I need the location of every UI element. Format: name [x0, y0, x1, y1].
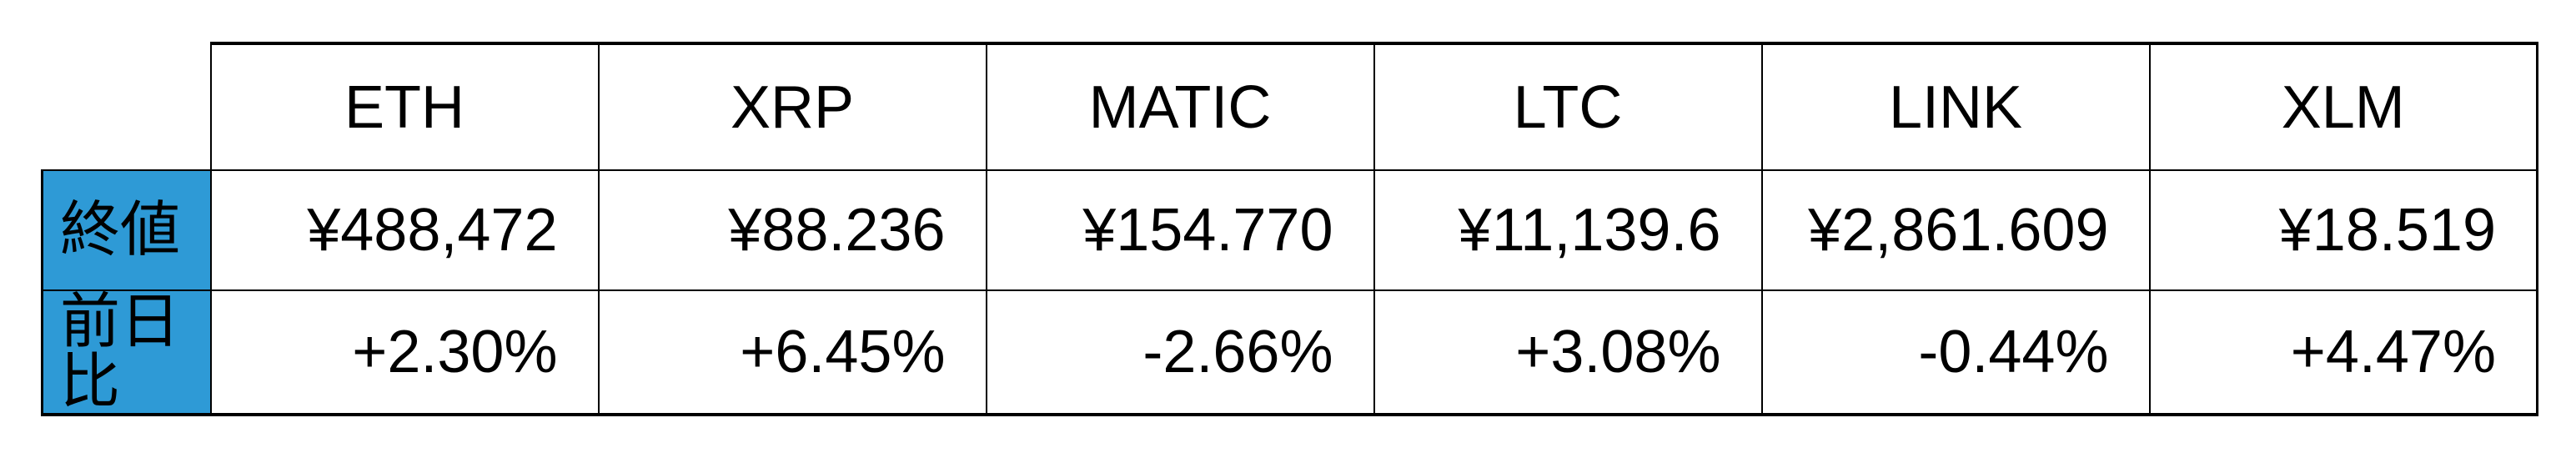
crypto-price-table: ETH XRP MATIC LTC LINK XLM 終値 ¥488,472 ¥…: [41, 42, 2538, 416]
column-header-xrp: XRP: [597, 42, 987, 171]
column-header-eth: ETH: [209, 42, 600, 171]
cell-change-xlm: +4.47%: [2148, 289, 2538, 416]
cell-closing-ltc: ¥11,139.6: [1373, 169, 1763, 291]
cell-change-link: -0.44%: [1760, 289, 2151, 416]
cell-closing-eth: ¥488,472: [209, 169, 600, 291]
column-header-xlm: XLM: [2148, 42, 2538, 171]
cell-change-eth: +2.30%: [209, 289, 600, 416]
column-header-matic: MATIC: [985, 42, 1375, 171]
cell-change-matic: -2.66%: [985, 289, 1375, 416]
closing-price-row: 終値 ¥488,472 ¥88.236 ¥154.770 ¥11,139.6 ¥…: [41, 169, 2538, 291]
cell-change-ltc: +3.08%: [1373, 289, 1763, 416]
corner-cell: [43, 43, 211, 170]
cell-closing-link: ¥2,861.609: [1760, 169, 2151, 291]
cell-closing-xlm: ¥18.519: [2148, 169, 2538, 291]
column-header-ltc: LTC: [1373, 42, 1763, 171]
column-header-link: LINK: [1760, 42, 2151, 171]
day-change-row: 前日比 +2.30% +6.45% -2.66% +3.08% -0.44% +…: [41, 289, 2538, 416]
cell-closing-xrp: ¥88.236: [597, 169, 987, 291]
header-row: ETH XRP MATIC LTC LINK XLM: [43, 42, 2538, 171]
row-header-day-change: 前日比: [41, 289, 212, 416]
row-header-closing-price: 終値: [41, 169, 212, 291]
cell-change-xrp: +6.45%: [597, 289, 987, 416]
cell-closing-matic: ¥154.770: [985, 169, 1375, 291]
